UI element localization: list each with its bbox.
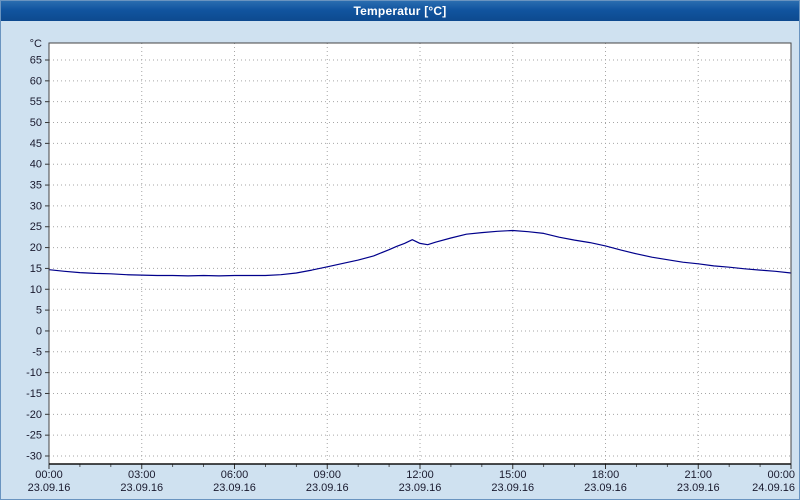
svg-text:23.09.16: 23.09.16 <box>120 482 163 494</box>
svg-text:00:00: 00:00 <box>35 469 63 481</box>
svg-text:10: 10 <box>30 284 42 296</box>
chart-area: 65 60 55 50 45 40 35 30 25 20 15 10 5 0 -5 -10 -15 -20 -25… <box>1 21 799 499</box>
svg-text:°C: °C <box>30 38 42 50</box>
svg-text:-20: -20 <box>26 409 42 421</box>
svg-text:5: 5 <box>36 305 42 317</box>
svg-text:21:00: 21:00 <box>684 469 712 481</box>
svg-text:35: 35 <box>30 180 42 192</box>
svg-text:18:00: 18:00 <box>592 469 620 481</box>
svg-text:25: 25 <box>30 221 42 233</box>
svg-text:12:00: 12:00 <box>406 469 434 481</box>
svg-text:40: 40 <box>30 159 42 171</box>
svg-text:24.09.16: 24.09.16 <box>752 482 795 494</box>
svg-text:55: 55 <box>30 96 42 108</box>
window-title: Temperatur [°C] <box>353 4 447 18</box>
svg-text:0: 0 <box>36 325 42 337</box>
svg-text:23.09.16: 23.09.16 <box>213 482 256 494</box>
svg-text:-10: -10 <box>26 367 42 379</box>
svg-text:23.09.16: 23.09.16 <box>28 482 71 494</box>
svg-text:-15: -15 <box>26 388 42 400</box>
svg-text:15: 15 <box>30 263 42 275</box>
svg-text:09:00: 09:00 <box>313 469 341 481</box>
svg-text:50: 50 <box>30 117 42 129</box>
svg-text:03:00: 03:00 <box>128 469 156 481</box>
svg-text:45: 45 <box>30 138 42 150</box>
temperature-chart-svg: 65605550454035302520151050-5-10-15-20-25… <box>26 38 795 494</box>
svg-text:23.09.16: 23.09.16 <box>584 482 627 494</box>
svg-text:23.09.16: 23.09.16 <box>677 482 720 494</box>
svg-text:15:00: 15:00 <box>499 469 527 481</box>
svg-text:00:00: 00:00 <box>767 469 795 481</box>
svg-text:-25: -25 <box>26 430 42 442</box>
svg-text:23.09.16: 23.09.16 <box>306 482 349 494</box>
svg-text:65: 65 <box>30 55 42 67</box>
svg-text:23.09.16: 23.09.16 <box>491 482 534 494</box>
svg-text:30: 30 <box>30 200 42 212</box>
window-title-bar: Temperatur [°C] <box>1 1 799 21</box>
svg-text:06:00: 06:00 <box>221 469 249 481</box>
svg-text:-5: -5 <box>32 346 42 358</box>
svg-text:60: 60 <box>30 75 42 87</box>
svg-text:-30: -30 <box>26 451 42 463</box>
svg-text:23.09.16: 23.09.16 <box>399 482 442 494</box>
svg-text:20: 20 <box>30 242 42 254</box>
